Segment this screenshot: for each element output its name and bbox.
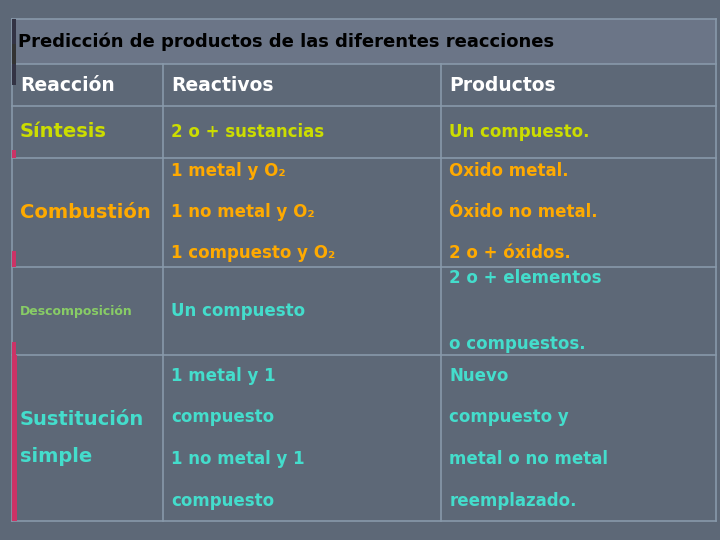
Text: compuesto: compuesto	[171, 491, 274, 510]
Text: Descomposición: Descomposición	[20, 305, 132, 318]
Text: simple: simple	[20, 448, 92, 467]
Text: 1 no metal y O₂: 1 no metal y O₂	[171, 204, 315, 221]
Bar	[12, 342, 16, 355]
Text: metal o no metal: metal o no metal	[449, 450, 608, 468]
Text: 1 metal y 1: 1 metal y 1	[171, 367, 276, 385]
Text: 1 no metal y 1: 1 no metal y 1	[171, 450, 305, 468]
Text: 2 o + elementos: 2 o + elementos	[449, 269, 602, 287]
Bar	[12, 44, 16, 64]
Text: Reacción: Reacción	[20, 76, 114, 94]
Bar	[12, 251, 16, 267]
Text: reemplazado.: reemplazado.	[449, 491, 577, 510]
Bar	[12, 19, 716, 64]
Text: Productos: Productos	[449, 76, 556, 94]
Text: Predicción de productos de las diferentes reacciones: Predicción de productos de las diferente…	[18, 32, 554, 51]
Bar	[12, 64, 716, 106]
Bar	[12, 19, 16, 44]
Text: Un compuesto.: Un compuesto.	[449, 123, 590, 141]
Bar	[12, 355, 17, 521]
Text: 1 compuesto y O₂: 1 compuesto y O₂	[171, 244, 336, 262]
Text: 2 o + sustancias: 2 o + sustancias	[171, 123, 325, 141]
Text: o compuestos.: o compuestos.	[449, 335, 586, 353]
Text: Un compuesto: Un compuesto	[171, 302, 305, 320]
Bar	[12, 158, 716, 267]
Bar	[12, 64, 16, 85]
Text: Óxido no metal.: Óxido no metal.	[449, 204, 598, 221]
Text: compuesto y: compuesto y	[449, 408, 570, 427]
Bar	[12, 355, 716, 521]
Text: 1 metal y O₂: 1 metal y O₂	[171, 163, 286, 180]
Bar	[12, 64, 16, 85]
Text: Combustión: Combustión	[20, 203, 150, 222]
Bar	[12, 150, 16, 158]
Bar	[12, 106, 716, 158]
Text: Sustitución: Sustitución	[20, 410, 144, 429]
Bar	[0, 0, 720, 19]
Text: Oxido metal.: Oxido metal.	[449, 163, 569, 180]
Text: Nuevo: Nuevo	[449, 367, 509, 385]
Text: Síntesis: Síntesis	[20, 123, 107, 141]
Bar	[0, 521, 720, 540]
Text: 2 o + óxidos.: 2 o + óxidos.	[449, 244, 571, 262]
Text: compuesto: compuesto	[171, 408, 274, 427]
Bar	[12, 267, 716, 355]
Text: Reactivos: Reactivos	[171, 76, 274, 94]
